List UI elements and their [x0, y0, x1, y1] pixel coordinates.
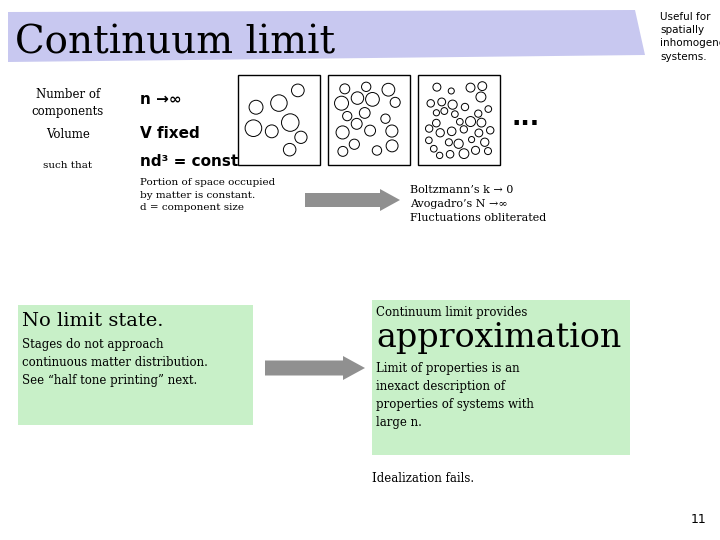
Text: Boltzmann’s k → 0
Avogadro’s N →∞
Fluctuations obliterated: Boltzmann’s k → 0 Avogadro’s N →∞ Fluctu… — [410, 185, 546, 223]
Circle shape — [451, 111, 458, 118]
Circle shape — [427, 100, 434, 107]
Circle shape — [433, 119, 440, 127]
Circle shape — [446, 139, 452, 146]
Text: ...: ... — [512, 106, 540, 130]
Circle shape — [436, 152, 443, 159]
Circle shape — [266, 125, 278, 138]
Circle shape — [282, 114, 299, 131]
Circle shape — [476, 92, 486, 102]
Text: Idealization fails.: Idealization fails. — [372, 472, 474, 485]
Circle shape — [433, 83, 441, 91]
Circle shape — [364, 125, 376, 136]
Circle shape — [372, 146, 382, 155]
Circle shape — [485, 147, 492, 154]
Circle shape — [441, 107, 448, 114]
Circle shape — [438, 98, 446, 106]
Circle shape — [469, 137, 474, 143]
Text: Portion of space occupied
by matter is constant.
d = component size: Portion of space occupied by matter is c… — [140, 178, 275, 212]
Circle shape — [460, 126, 467, 133]
Circle shape — [436, 129, 444, 137]
Circle shape — [381, 114, 390, 123]
Text: n →∞: n →∞ — [140, 92, 181, 107]
Circle shape — [349, 139, 359, 150]
Circle shape — [459, 149, 469, 159]
Circle shape — [292, 84, 304, 97]
Circle shape — [475, 129, 483, 137]
Bar — [418, 75, 500, 165]
Circle shape — [382, 83, 395, 96]
Circle shape — [474, 110, 482, 117]
Text: Stages do not approach
continuous matter distribution.
See “half tone printing” : Stages do not approach continuous matter… — [22, 338, 208, 387]
Text: Limit of properties is an
inexact description of
properties of systems with
larg: Limit of properties is an inexact descri… — [376, 362, 534, 429]
Circle shape — [477, 118, 486, 127]
Circle shape — [359, 107, 370, 118]
Circle shape — [338, 146, 348, 157]
FancyBboxPatch shape — [18, 305, 253, 425]
Circle shape — [449, 88, 454, 94]
Circle shape — [426, 125, 433, 132]
Text: Continuum limit provides: Continuum limit provides — [376, 306, 527, 319]
Circle shape — [456, 118, 463, 125]
Bar — [238, 75, 320, 165]
Polygon shape — [305, 189, 400, 211]
Text: Useful for
spatially
inhomogeneous
systems.: Useful for spatially inhomogeneous syste… — [660, 12, 720, 62]
Circle shape — [472, 146, 480, 154]
Circle shape — [466, 83, 475, 92]
FancyBboxPatch shape — [372, 300, 630, 455]
Circle shape — [487, 126, 494, 134]
Text: No limit state.: No limit state. — [22, 312, 163, 330]
Circle shape — [433, 110, 439, 116]
Circle shape — [245, 120, 262, 137]
Circle shape — [271, 95, 287, 111]
Text: 11: 11 — [690, 513, 706, 526]
Circle shape — [351, 118, 362, 129]
Circle shape — [448, 100, 457, 109]
Circle shape — [343, 111, 352, 121]
Circle shape — [431, 145, 437, 152]
Circle shape — [284, 144, 296, 156]
Text: nd³ = constant: nd³ = constant — [140, 154, 267, 170]
Text: V fixed: V fixed — [140, 126, 199, 141]
Polygon shape — [8, 10, 645, 62]
Text: such that: such that — [43, 160, 93, 170]
Text: Number of
components: Number of components — [32, 88, 104, 118]
Circle shape — [386, 140, 398, 152]
Circle shape — [426, 137, 432, 144]
Bar — [328, 75, 410, 165]
Polygon shape — [265, 356, 365, 380]
Circle shape — [481, 138, 489, 146]
Circle shape — [386, 125, 398, 137]
Circle shape — [249, 100, 263, 114]
Circle shape — [446, 151, 454, 158]
Circle shape — [294, 131, 307, 144]
Circle shape — [390, 97, 400, 107]
Circle shape — [336, 126, 349, 139]
Circle shape — [366, 92, 379, 106]
Circle shape — [485, 106, 492, 112]
Circle shape — [361, 82, 371, 91]
Circle shape — [462, 103, 469, 111]
Circle shape — [447, 127, 456, 136]
Text: Volume: Volume — [46, 127, 90, 140]
Circle shape — [335, 96, 348, 110]
Circle shape — [454, 139, 463, 148]
Text: approximation: approximation — [376, 322, 621, 354]
Circle shape — [351, 92, 364, 104]
Circle shape — [478, 82, 487, 91]
Circle shape — [340, 84, 350, 94]
Circle shape — [466, 117, 475, 126]
Text: Continuum limit: Continuum limit — [15, 24, 335, 61]
